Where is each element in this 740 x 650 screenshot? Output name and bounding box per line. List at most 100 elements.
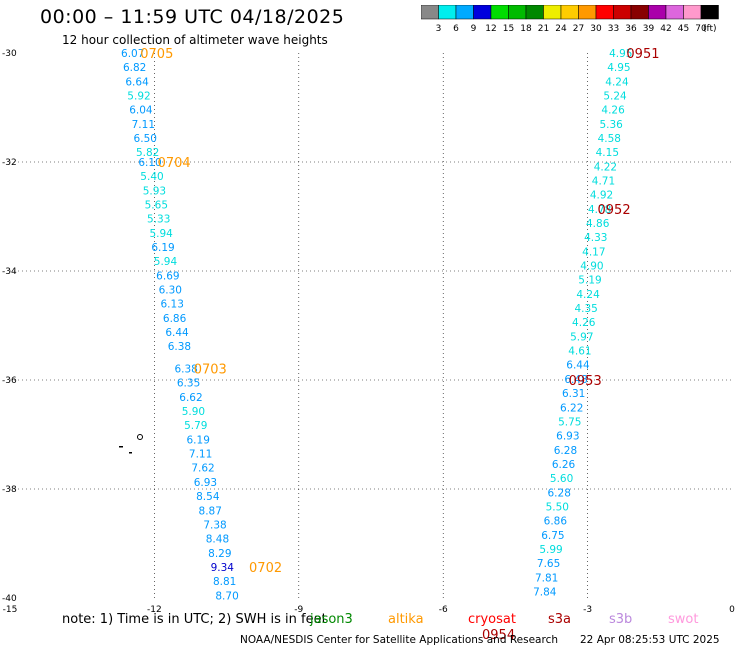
legend-swatch — [648, 5, 667, 20]
data-point-label: 5.40 — [140, 171, 163, 183]
data-point-label: 4.92 — [590, 190, 613, 202]
legend-label: 39 — [643, 24, 655, 34]
data-point-label: 6.35 — [177, 378, 200, 390]
data-point-label: 4.26 — [601, 105, 625, 117]
satellite-legend-item: swot — [668, 612, 699, 627]
legend-label: 45 — [678, 24, 689, 34]
pass-time-label: 0953 — [569, 374, 602, 389]
data-point-label: 6.64 — [125, 76, 149, 88]
legend-swatch — [525, 5, 544, 20]
legend-swatch — [613, 5, 632, 20]
x-tick-label: -15 — [3, 605, 18, 615]
data-point-label: 7.65 — [537, 558, 560, 570]
legend-label: 12 — [485, 24, 496, 34]
data-point-label: 5.24 — [603, 91, 627, 103]
legend-swatch — [543, 5, 562, 20]
y-tick-label: -34 — [2, 267, 17, 277]
data-point-label: 5.36 — [599, 119, 623, 131]
data-point-label: 6.93 — [194, 477, 217, 489]
legend-swatch — [473, 5, 492, 20]
legend-swatch — [490, 5, 509, 20]
legend-unit: (ft) — [703, 24, 717, 34]
data-point-label: 8.70 — [215, 590, 238, 602]
data-point-label: 8.48 — [206, 534, 229, 546]
data-point-label: 6.22 — [560, 402, 583, 414]
data-point-label: 6.75 — [541, 530, 564, 542]
data-point-label: 5.65 — [145, 200, 168, 212]
data-point-label: 4.58 — [598, 133, 621, 145]
data-point-label: 6.50 — [134, 133, 157, 145]
data-point-label: 6.69 — [156, 270, 179, 282]
legend-swatch — [455, 5, 474, 20]
data-point-label: 7.84 — [533, 586, 557, 598]
data-point-label: 5.33 — [147, 214, 170, 226]
island-marker — [119, 446, 123, 448]
data-point-label: 5.94 — [149, 228, 173, 240]
data-point-label: 4.24 — [576, 289, 600, 301]
legend-swatch — [438, 5, 457, 20]
legend-label: 42 — [660, 24, 671, 34]
satellite-legend-item: s3b — [609, 612, 633, 627]
data-point-label: 6.86 — [544, 516, 568, 528]
legend-label: 30 — [590, 24, 602, 34]
data-point-label: 6.86 — [163, 313, 187, 325]
legend-swatch — [508, 5, 527, 20]
legend-swatch — [665, 5, 684, 20]
data-point-label: 6.93 — [556, 431, 579, 443]
data-point-label: 7.38 — [203, 519, 226, 531]
data-point-label: 5.50 — [546, 501, 569, 513]
pass-time-label: 0951 — [626, 47, 659, 62]
legend-label: 6 — [453, 24, 459, 34]
island-marker — [137, 434, 143, 440]
data-point-label: 4.33 — [584, 232, 607, 244]
legend-swatch — [683, 5, 702, 20]
legend-label: 18 — [520, 24, 532, 34]
satellite-legend-item: altika — [388, 612, 424, 627]
data-point-label: 4.78 — [588, 204, 611, 216]
data-point-label: 4.95 — [607, 62, 630, 74]
x-tick-label: -3 — [583, 605, 592, 615]
data-point-label: 6.30 — [159, 285, 182, 297]
satellite-legend-item: cryosat — [468, 612, 516, 627]
legend-label: 33 — [608, 24, 619, 34]
data-point-label: 6.19 — [151, 242, 174, 254]
data-point-label: 8.81 — [213, 576, 236, 588]
data-point-label: 7.11 — [189, 449, 212, 461]
satellite-legend-item: jason3 — [310, 612, 353, 627]
pass-time-label: 0702 — [249, 561, 282, 576]
legend-swatch — [560, 5, 579, 20]
data-point-label: 5.92 — [127, 91, 150, 103]
data-point-label: 4.17 — [582, 246, 605, 258]
island-marker — [129, 452, 132, 454]
data-point-label: 6.07 — [121, 48, 144, 60]
legend-label: 3 — [436, 24, 442, 34]
data-point-label: 6.44 — [566, 360, 590, 372]
y-tick-label: -30 — [2, 49, 17, 59]
legend-swatch — [578, 5, 597, 20]
data-point-label: 9.34 — [211, 562, 235, 574]
legend-label: 21 — [538, 24, 549, 34]
data-point-label: 7.11 — [132, 119, 155, 131]
legend-swatch — [700, 5, 719, 20]
timestamp: 22 Apr 08:25:53 UTC 2025 — [580, 634, 720, 646]
data-point-label: 6.04 — [129, 105, 153, 117]
data-point-label: 5.93 — [143, 185, 166, 197]
data-point-label: 4.71 — [592, 176, 615, 188]
pass-time-label: 0703 — [194, 363, 227, 378]
legend-swatch — [595, 5, 614, 20]
legend-swatch — [630, 5, 649, 20]
chart-title: 00:00 – 11:59 UTC 04/18/2025 — [40, 6, 345, 28]
satellite-legend-item: s3a — [548, 612, 572, 627]
legend-label: 15 — [503, 24, 514, 34]
data-point-label: 4.35 — [574, 303, 597, 315]
chart-subtitle: 12 hour collection of altimeter wave hei… — [62, 33, 328, 47]
data-point-label: 4.95 — [609, 48, 632, 60]
data-point-label: 8.54 — [196, 491, 220, 503]
data-point-label: 4.15 — [596, 147, 619, 159]
data-point-label: 4.90 — [580, 261, 603, 273]
data-point-label: 4.24 — [605, 76, 629, 88]
data-point-label: 4.26 — [572, 317, 596, 329]
data-point-label: 6.19 — [187, 434, 210, 446]
data-point-label: 4.86 — [586, 218, 610, 230]
data-point-label: 5.75 — [558, 416, 581, 428]
